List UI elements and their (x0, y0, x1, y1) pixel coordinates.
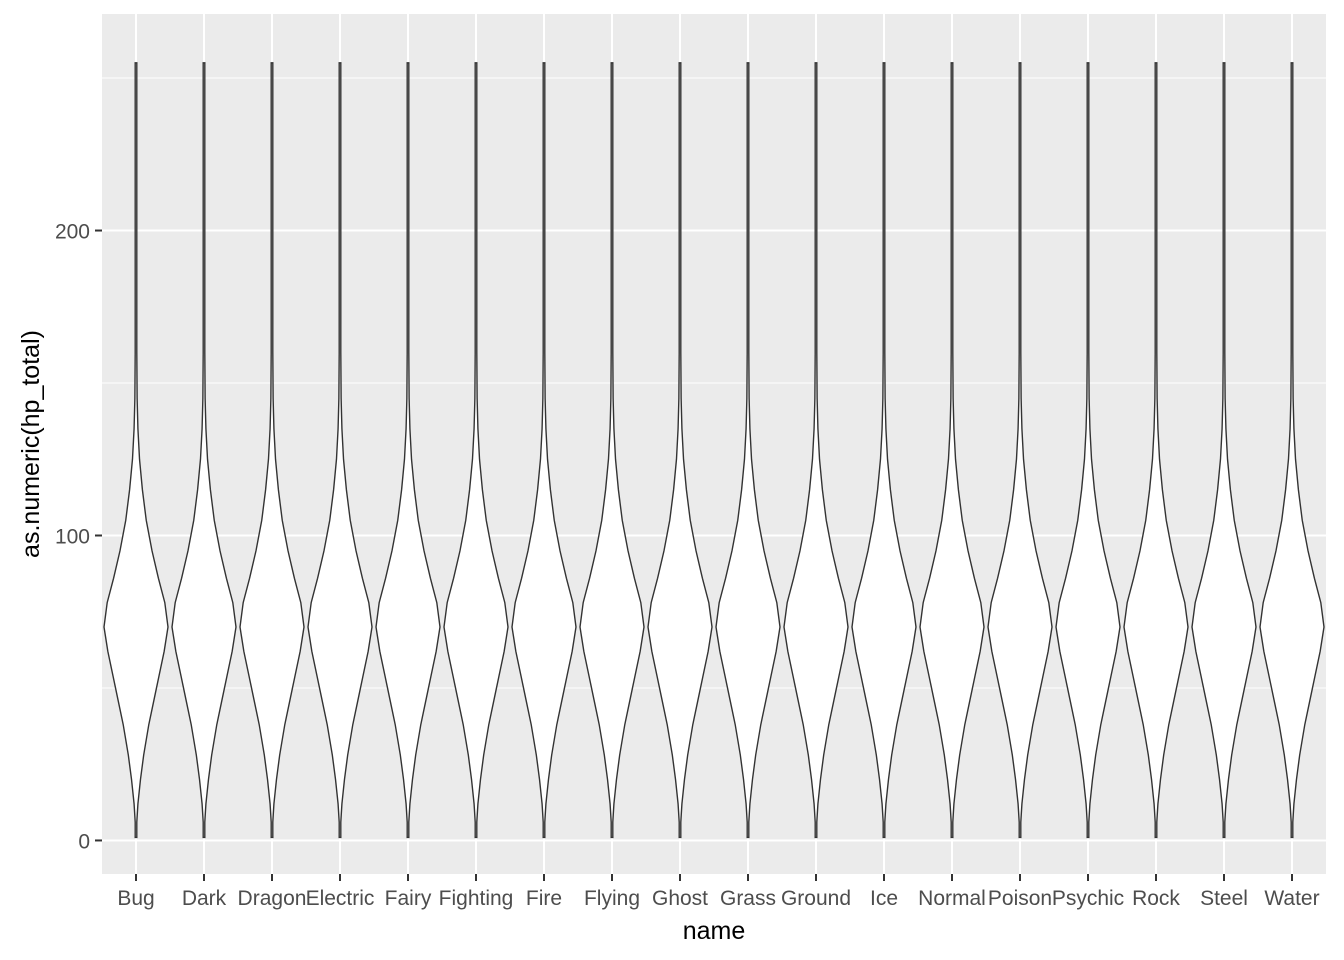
y-tick-label: 0 (78, 830, 90, 853)
violin-fairy (375, 62, 441, 839)
x-tick-label: Electric (306, 887, 375, 910)
y-tick-label: 200 (55, 221, 90, 244)
x-tick-label: Poison (988, 887, 1052, 910)
plot-panel (102, 14, 1326, 874)
violin-fighting (443, 62, 509, 839)
violin-ice (851, 62, 917, 839)
x-tick-label: Steel (1200, 887, 1248, 910)
violin-ghost (647, 62, 713, 839)
violin-grass (715, 62, 781, 839)
x-tick-label: Fire (526, 887, 562, 910)
x-tick-label: Fairy (385, 887, 432, 910)
x-tick-label: Ground (781, 887, 851, 910)
violin-fire (511, 62, 577, 839)
x-tick-label: Fighting (439, 887, 514, 910)
violin-ground (783, 62, 849, 839)
violin-bug (103, 62, 169, 839)
violin-water (1259, 62, 1325, 839)
x-tick-label: Ghost (652, 887, 708, 910)
violin-psychic (1055, 62, 1121, 839)
y-tick-label: 100 (55, 525, 90, 548)
violin-dragon (239, 62, 305, 839)
x-tick-label: Normal (918, 887, 986, 910)
x-axis: Bug Dark Dragon Electric Fairy Fighting Fire Fl… (117, 874, 1320, 910)
violin-steel (1191, 62, 1257, 839)
minor-gridlines (102, 77, 1326, 689)
violin-normal (919, 62, 985, 839)
x-tick-label: Dragon (238, 887, 307, 910)
violin-dark (171, 62, 237, 839)
x-tick-label: Flying (584, 887, 640, 910)
x-tick-label: Dark (182, 887, 227, 910)
x-tick-label: Water (1264, 887, 1319, 910)
x-tick-label: Psychic (1052, 887, 1124, 910)
violins (103, 62, 1325, 839)
x-tick-label: Rock (1132, 887, 1180, 910)
x-tick-label: Grass (720, 887, 776, 910)
y-axis-title: as.numeric(hp_total) (17, 330, 45, 558)
violin-electric (307, 62, 373, 839)
x-tick-label: Bug (117, 887, 154, 910)
y-axis: 0 100 200 (55, 221, 102, 853)
x-axis-title: name (683, 917, 746, 945)
violin-rock (1123, 62, 1189, 839)
x-tick-label: Ice (870, 887, 898, 910)
violin-poison (987, 62, 1053, 839)
violin-flying (579, 62, 645, 839)
